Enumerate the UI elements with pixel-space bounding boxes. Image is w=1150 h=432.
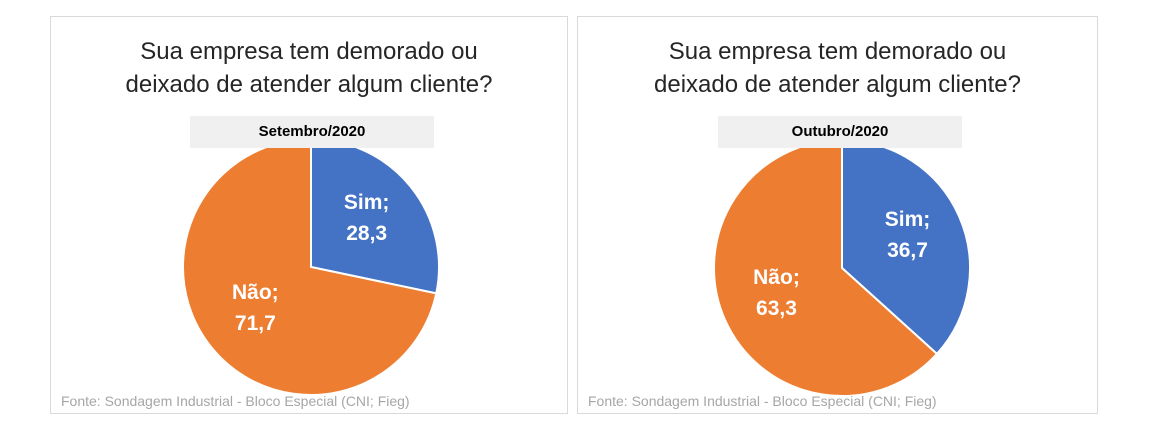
chart-title: Sua empresa tem demorado ou deixado de a… [51,35,567,101]
chart-title-line-2: deixado de atender algum cliente? [654,71,1021,98]
pie-chart-outubro: Sim; 36,7 Não; 63,3 [713,139,971,397]
data-label-nao-value: 63,3 [756,297,797,320]
chart-panel-outubro: Sua empresa tem demorado ou deixado de a… [577,16,1098,414]
chart-title: Sua empresa tem demorado ou deixado de a… [578,35,1097,101]
chart-panel-setembro: Sua empresa tem demorado ou deixado de a… [50,16,568,414]
pie-slice-nao [182,138,438,396]
chart-title-line-1: Sua empresa tem demorado ou [668,38,1007,65]
source-note: Fonte: Sondagem Industrial - Bloco Espec… [588,393,937,409]
period-label: Setembro/2020 [190,116,434,148]
chart-title-line-2: deixado de atender algum cliente? [125,71,493,98]
data-label-sim-value: 28,3 [346,222,387,245]
data-label-sim-value: 36,7 [887,239,928,262]
pie-slice-nao [713,139,938,397]
data-label-nao-name: Não; [232,281,279,304]
chart-title-line-1: Sua empresa tem demorado ou [140,38,478,65]
data-label-nao-value: 71,7 [235,312,276,335]
data-label-sim-name: Sim; [344,191,390,214]
pie-chart-setembro: Sim; 28,3 Não; 71,7 [182,138,440,396]
source-note: Fonte: Sondagem Industrial - Bloco Espec… [61,393,410,409]
data-label-nao-name: Não; [753,266,800,289]
period-label: Outubro/2020 [718,116,962,148]
data-label-sim-name: Sim; [885,208,931,231]
